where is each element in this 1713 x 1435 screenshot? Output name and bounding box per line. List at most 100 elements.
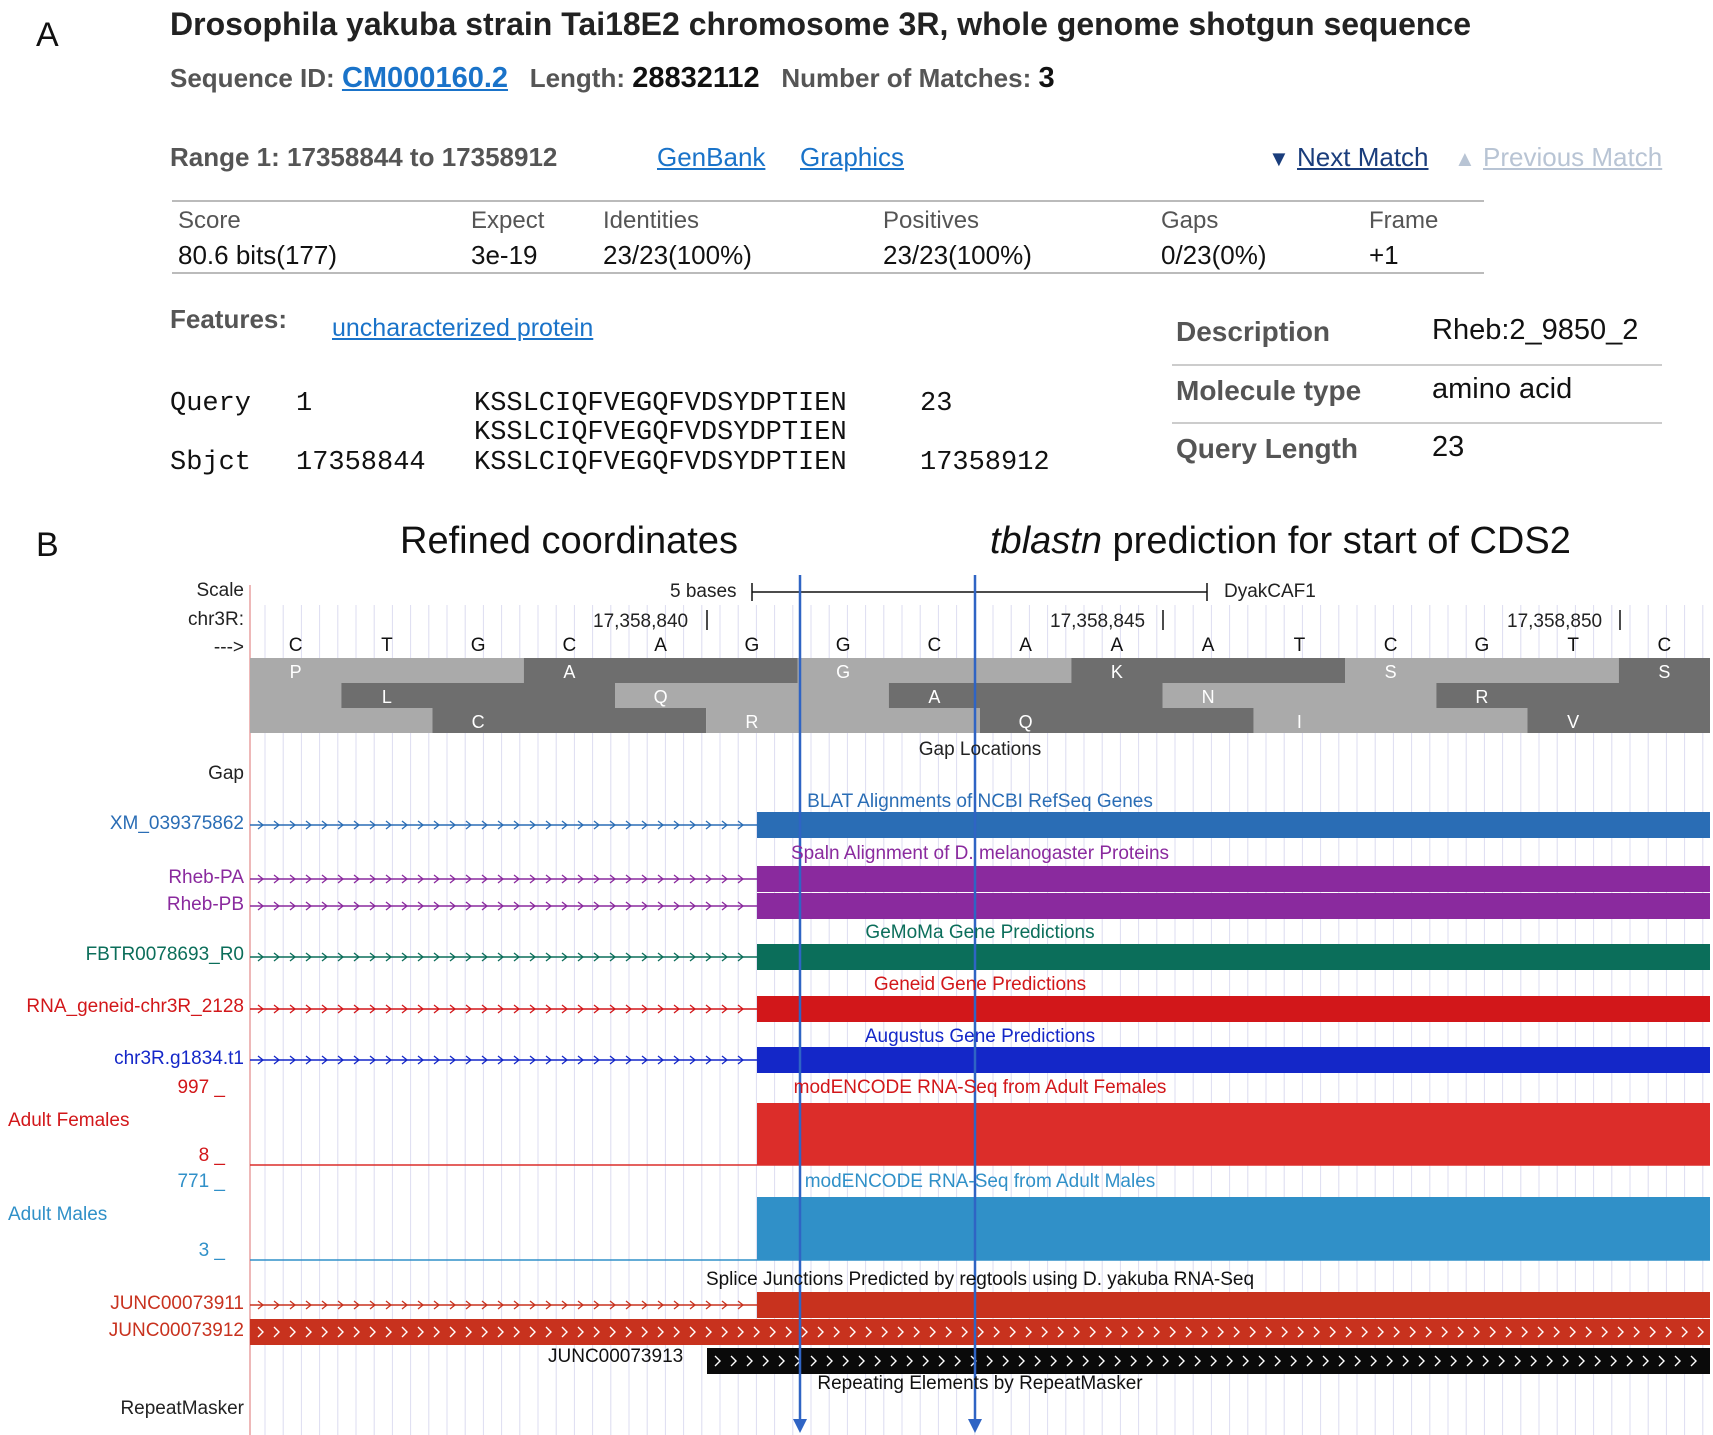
geneid-chevron [337,1004,345,1014]
junc1-exon [757,1292,1710,1318]
gemoma-chevron [369,952,377,962]
length-label: Length: [529,63,625,93]
augustus-chevron [705,1055,713,1065]
junc1-chevron [321,1300,329,1310]
refseq-chevron [289,820,297,830]
junc2-chevron [801,1326,808,1338]
junc3-chevron [1194,1355,1201,1367]
junc1-chevron [465,1300,473,1310]
junc2-chevron [1073,1326,1080,1338]
sbjct-start: 17358844 [296,448,426,478]
geneid-chevron [481,1004,489,1014]
spaln-pb-chevron [705,901,713,911]
junc2-chevron [577,1326,584,1338]
refseq-chevron [545,820,553,830]
gemoma-chevron [321,952,329,962]
gemoma-item-label[interactable]: FBTR0078693_R0 [85,944,244,965]
spaln-track-title: Spaln Alignment of D. melanogaster Prote… [790,843,1170,864]
refseq-chevron [609,820,617,830]
previous-match-button[interactable]: ▲ Previous Match [1454,142,1662,173]
seq-id-label: Sequence ID: [170,63,335,93]
refseq-chevron [577,820,585,830]
stats-value: 80.6 bits(177) [178,240,337,270]
geneid-chevron [705,1004,713,1014]
junc2-chevron [1521,1326,1528,1338]
seq-id-link[interactable]: CM000160.2 [341,62,509,94]
junc2-chevron [1265,1326,1272,1338]
junc3-chevron [1562,1355,1569,1367]
refseq-chevron [465,820,473,830]
spaln-pb-chevron [481,901,489,911]
refseq-chevron [705,820,713,830]
males-track-label[interactable]: Adult Males [8,1204,108,1225]
geneid-chevron [273,1004,281,1014]
spaln-pb-chevron [305,901,313,911]
gemoma-chevron [721,952,729,962]
augustus-exon [757,1047,1710,1073]
junc2-chevron [897,1326,904,1338]
gemoma-chevron [257,952,265,962]
next-match-button[interactable]: ▼ Next Match [1268,142,1429,173]
junc3-chevron [1594,1355,1601,1367]
spaln-pa-chevron [513,874,521,884]
junc1-chevron [545,1300,553,1310]
refseq-chevron [625,820,633,830]
spaln-pb-chevron [401,901,409,911]
junc2-chevron [1361,1326,1368,1338]
augustus-chevron [737,1055,745,1065]
amino-acid-letter: N [1201,687,1215,707]
augustus-chevron [593,1055,601,1065]
spaln-pa-chevron [545,874,553,884]
junc2-chevron [369,1326,376,1338]
augustus-chevron [369,1055,377,1065]
augustus-chevron [257,1055,265,1065]
refseq-item-label[interactable]: XM_039375862 [109,813,244,834]
spaln-pb-chevron [721,901,729,911]
geneid-chevron [593,1004,601,1014]
genome-browser[interactable]: Scale chr3R: ---> Gap XM_039375862 Rheb-… [0,575,1713,1435]
junc-item-label[interactable]: JUNC00073911 [110,1293,244,1314]
codon-block [523,658,798,683]
query-length-key: Query Length [1176,433,1359,464]
tblastn-prediction-label: tblastn prediction for start of CDS2 [990,520,1571,563]
junc1-chevron [625,1300,633,1310]
spaln-item-label[interactable]: Rheb-PA [168,867,244,888]
gap-track-title: Gap Locations [918,739,1042,760]
junc2-chevron [977,1326,984,1338]
junc3-chevron [1274,1355,1281,1367]
codon-block [1345,658,1619,683]
tblastn-italic: tblastn [990,520,1102,562]
junc2-chevron [1137,1326,1144,1338]
females-track-label[interactable]: Adult Females [8,1110,130,1131]
junc2-chevron [625,1326,632,1338]
junc1-chevron [369,1300,377,1310]
junc3-chevron [1338,1355,1345,1367]
feature-link[interactable]: uncharacterized protein [332,314,594,342]
spaln-item-label[interactable]: Rheb-PB [166,894,244,915]
junc2-chevron [305,1326,312,1338]
junc2-chevron [1201,1326,1208,1338]
junc3-chevron [858,1355,865,1367]
junc3-chevron [826,1355,833,1367]
geneid-item-label[interactable]: RNA_geneid-chr3R_2128 [26,996,244,1017]
junc2-chevron [1681,1326,1688,1338]
spaln-pb-chevron [369,901,377,911]
refseq-chevron [449,820,457,830]
junc-item-label[interactable]: JUNC00073912 [108,1320,244,1341]
range-heading: Range 1: 17358844 to 17358912 [170,142,558,172]
junc-item-label[interactable]: JUNC00073913 [548,1346,684,1367]
junc1-chevron [673,1300,681,1310]
graphics-link[interactable]: Graphics [800,142,905,172]
genbank-link[interactable]: GenBank [657,142,766,172]
junc3-chevron [1370,1355,1377,1367]
spaln-pb-chevron [529,901,537,911]
augustus-item-label[interactable]: chr3R.g1834.t1 [114,1048,244,1069]
junc1-chevron [561,1300,569,1310]
query-start: 1 [296,389,313,419]
amino-acid-letter: A [928,687,941,707]
amino-acid-letter: L [381,687,392,707]
junc2-chevron [1633,1326,1640,1338]
spaln-pb-chevron [497,901,505,911]
junc1-chevron [433,1300,441,1310]
base-letter: A [1110,635,1124,656]
